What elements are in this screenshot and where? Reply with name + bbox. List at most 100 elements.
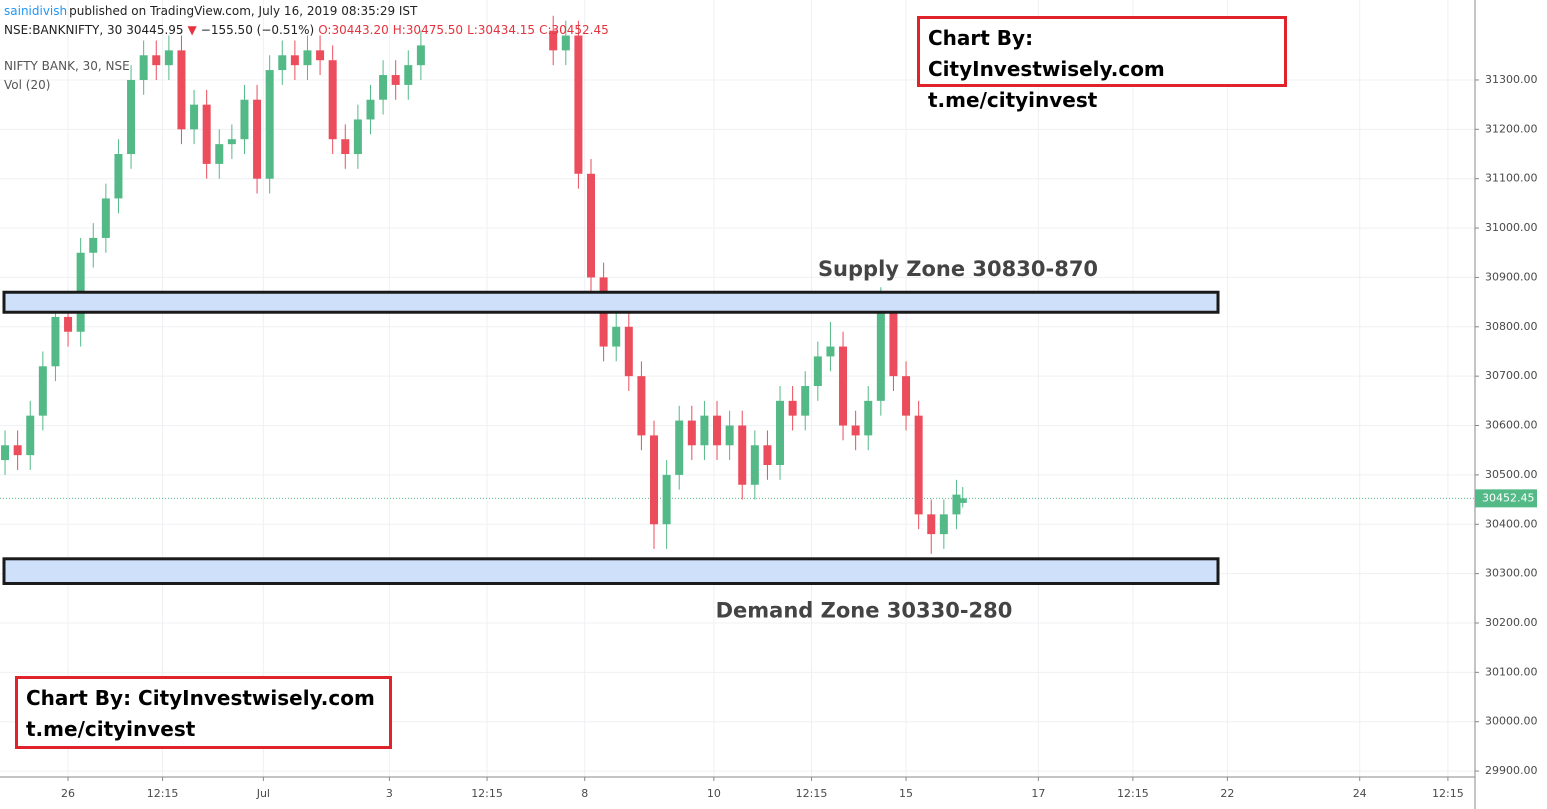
plot [0,15,1475,554]
candle-body [316,50,325,61]
ohlc-open: O:30443.20 [318,23,389,37]
watermark: Chart By: CityInvestwisely.com t.me/cityi… [917,16,1287,112]
candle-body [587,173,596,278]
candle-body [114,154,123,199]
candle-body [776,400,785,466]
y-tick-label: 30200.00 [1485,616,1538,629]
candle-body [687,420,696,446]
zone [2,557,1220,585]
y-tick-label: 31100.00 [1485,172,1538,185]
header-line-1: sainidivish published on TradingView.com,… [4,4,421,18]
candle-body [801,386,810,416]
y-tick-label: 31300.00 [1485,73,1538,86]
zone-label: Demand Zone 30330-280 [716,598,1013,622]
x-tick-label: 26 [61,787,75,800]
y-tick-label: 30700.00 [1485,369,1538,382]
last-price-label: 30452.45 [1482,491,1535,504]
candle-body [750,445,759,485]
candle-body [549,30,558,51]
candle-body [240,99,249,140]
candle-body [227,139,236,145]
candle-body [864,400,873,436]
x-tick-label: 22 [1220,787,1234,800]
watermark-line: t.me/cityinvest [26,717,196,741]
y-tick-label: 31000.00 [1485,221,1538,234]
y-tick-label: 31200.00 [1485,122,1538,135]
candle-body [738,425,747,485]
y-tick-label: 30400.00 [1485,517,1538,530]
candle-body [637,376,646,436]
watermark-line: Chart By: CityInvestwisely.com [928,26,1165,81]
x-tick-label: 24 [1353,787,1367,800]
candle-body [253,99,262,179]
candle-body [13,445,22,456]
last-price-box [1475,489,1537,508]
candle-body [139,55,148,80]
candle-body [164,50,173,66]
candle-body [366,99,375,120]
author: sainidivish [4,4,68,18]
x-tick-label: 12:15 [1117,787,1149,800]
candle-body [713,415,722,446]
x-tick-label: 15 [899,787,913,800]
symbol: NSE:BANKNIFTY, 30 [4,23,123,37]
published: published on TradingView.com, July 16, 2… [69,4,418,18]
x-tick-label: 17 [1031,787,1045,800]
legend-title: NIFTY BANK, 30, NSE [4,59,130,73]
zone [2,290,1220,314]
candle-body [328,60,337,140]
ohlc-low: L:30434.15 [467,23,536,37]
y-tick-label: 30900.00 [1485,270,1538,283]
candle-body [958,498,967,503]
x-tick-label: 8 [581,787,588,800]
candle-body [1,445,10,461]
candle-body [624,326,633,377]
candle-body [675,420,684,475]
candle-body [202,104,211,164]
candle-body [561,35,570,51]
candle-body [290,55,299,66]
candle-body [788,400,797,416]
x-tick-label: 12:15 [471,787,503,800]
candle-body [851,425,860,436]
y-tick-label: 30100.00 [1485,665,1538,678]
watermark-line: Chart By: CityInvestwisely.com [26,686,375,710]
candle-body [341,139,350,155]
x-tick-label: Jul [256,787,270,800]
watermark: Chart By: CityInvestwisely.com t.me/cityi… [15,676,392,749]
candle-body [650,435,659,525]
x-tick-label: 3 [386,787,393,800]
x-tick-label: 12:15 [1432,787,1464,800]
last: 30445.95 [126,23,184,37]
y-tick-label: 30300.00 [1485,567,1538,580]
x-tick-label: 12:15 [147,787,179,800]
arrow: ▼ [187,23,197,37]
candle-body [379,75,388,100]
candle-body [265,70,274,179]
candle-body [612,326,621,347]
candle-body [889,307,898,377]
zone-label: Supply Zone 30830-870 [818,257,1098,281]
candle-body [952,494,961,515]
change: −155.50 (−0.51%) [200,23,315,37]
candle-body [303,50,312,66]
candle-body [64,316,73,332]
candle-body [839,346,848,426]
candle-body [215,144,224,164]
y-tick-label: 30800.00 [1485,320,1538,333]
candle-body [725,425,734,446]
candle-body [190,104,199,130]
candle-body [927,514,936,535]
candle-body [813,356,822,387]
candle-body [177,50,186,130]
header-line-2: NSE:BANKNIFTY, 30 30445.95 ▼ −155.50 (−0.51… [4,23,613,37]
watermark-line: t.me/cityinvest [928,88,1098,112]
candle-body [51,316,60,367]
candle-body [391,75,400,85]
y-tick-label: 29900.00 [1485,764,1538,777]
candle-body [404,65,413,85]
candle-body [152,55,161,66]
candle-body [763,445,772,466]
